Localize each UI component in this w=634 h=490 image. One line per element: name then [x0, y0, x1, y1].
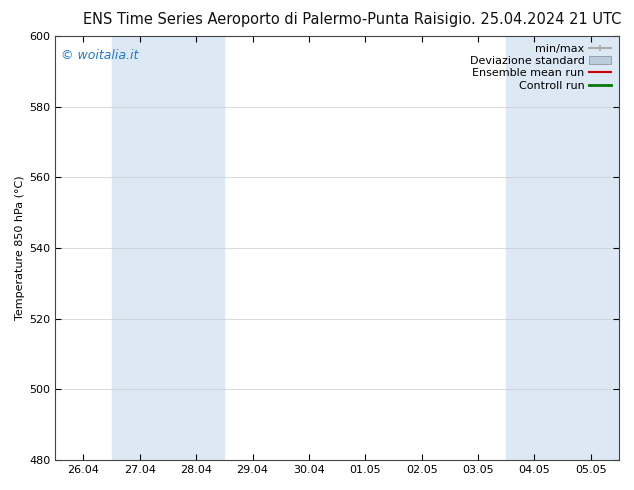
- Bar: [112, 36, 224, 460]
- Text: gio. 25.04.2024 21 UTC: gio. 25.04.2024 21 UTC: [449, 12, 621, 27]
- Text: ENS Time Series Aeroporto di Palermo-Punta Raisi: ENS Time Series Aeroporto di Palermo-Pun…: [84, 12, 449, 27]
- Bar: [507, 36, 619, 460]
- Legend: min/max, Deviazione standard, Ensemble mean run, Controll run: min/max, Deviazione standard, Ensemble m…: [467, 42, 614, 93]
- Text: © woitalia.it: © woitalia.it: [61, 49, 138, 62]
- Y-axis label: Temperature 850 hPa (°C): Temperature 850 hPa (°C): [15, 176, 25, 320]
